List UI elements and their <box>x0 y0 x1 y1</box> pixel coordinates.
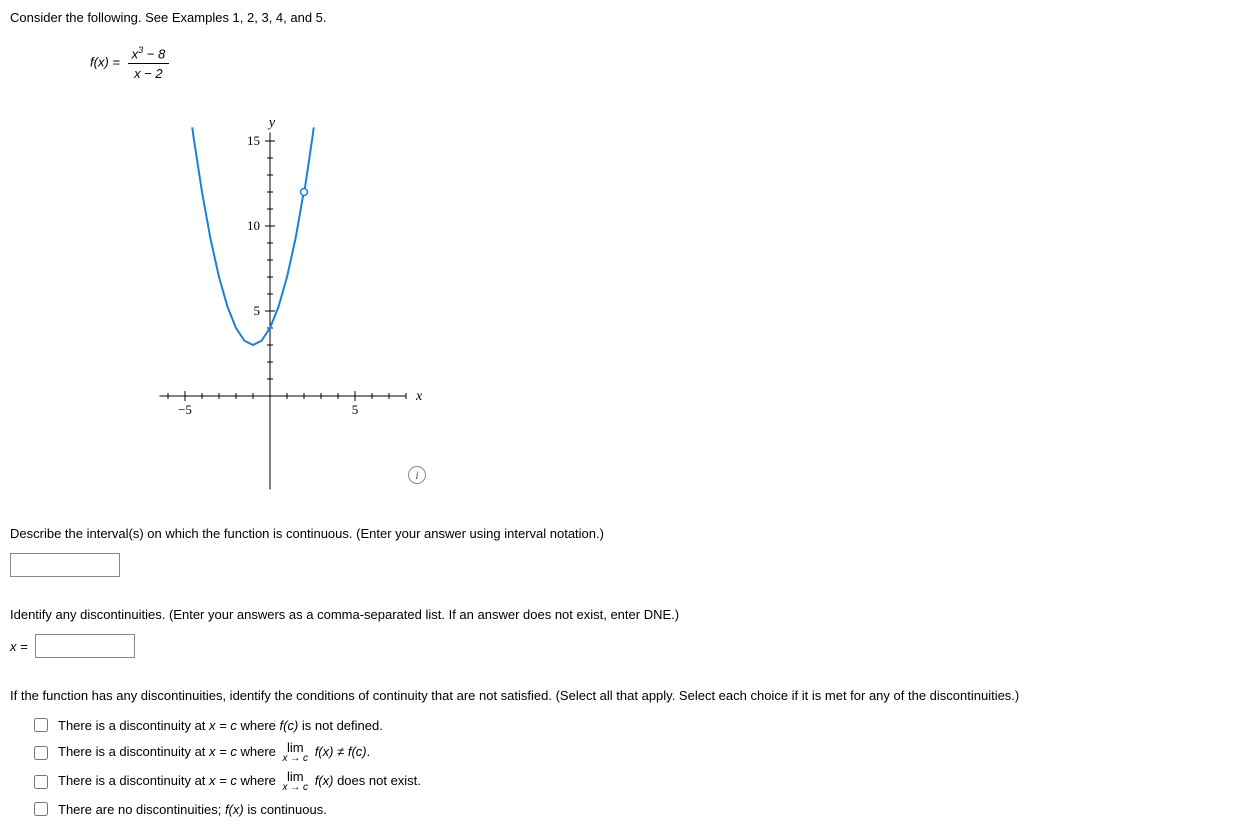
intro-text: Consider the following. See Examples 1, … <box>10 10 1240 25</box>
q2-text: Identify any discontinuities. (Enter you… <box>10 607 1240 622</box>
svg-text:x: x <box>415 389 423 404</box>
numerator-rest: − 8 <box>143 46 165 61</box>
function-formula: f(x) = x3 − 8 x − 2 <box>90 45 1240 81</box>
q1-text: Describe the interval(s) on which the fu… <box>10 526 1240 541</box>
formula-lhs: f(x) = <box>90 55 120 70</box>
function-graph: −5 5 5 10 15 x y <box>90 96 490 496</box>
chart-container: −5551015xy i <box>90 96 1240 496</box>
choice-1-checkbox[interactable] <box>34 718 48 732</box>
question-3: If the function has any discontinuities,… <box>10 688 1240 819</box>
choice-3-checkbox[interactable] <box>34 775 48 789</box>
choice-3-label: There is a discontinuity at x = c where … <box>58 770 421 793</box>
choice-4-checkbox[interactable] <box>34 802 48 816</box>
svg-text:5: 5 <box>352 402 359 417</box>
denominator: x − 2 <box>128 64 170 81</box>
svg-text:15: 15 <box>247 133 260 148</box>
choice-4-label: There are no discontinuities; f(x) is co… <box>58 802 327 817</box>
choice-1-row: There is a discontinuity at x = c where … <box>30 715 1240 735</box>
intervals-input[interactable] <box>10 553 120 577</box>
svg-text:5: 5 <box>254 303 261 318</box>
choice-3-row: There is a discontinuity at x = c where … <box>30 770 1240 793</box>
q3-text: If the function has any discontinuities,… <box>10 688 1240 703</box>
choice-1-label: There is a discontinuity at x = c where … <box>58 718 383 733</box>
limit-notation-1: lim x → c <box>283 741 309 764</box>
choice-2-label: There is a discontinuity at x = c where … <box>58 741 370 764</box>
q2-label: x = <box>10 639 28 654</box>
svg-text:10: 10 <box>247 218 260 233</box>
svg-text:−5: −5 <box>178 402 192 417</box>
choice-2-checkbox[interactable] <box>34 746 48 760</box>
discontinuities-input[interactable] <box>35 634 135 658</box>
question-2: Identify any discontinuities. (Enter you… <box>10 607 1240 658</box>
question-1: Describe the interval(s) on which the fu… <box>10 526 1240 577</box>
choice-4-row: There are no discontinuities; f(x) is co… <box>30 799 1240 819</box>
choice-2-row: There is a discontinuity at x = c where … <box>30 741 1240 764</box>
formula-fraction: x3 − 8 x − 2 <box>128 45 170 81</box>
svg-text:y: y <box>267 116 276 131</box>
limit-notation-2: lim x → c <box>283 770 309 793</box>
